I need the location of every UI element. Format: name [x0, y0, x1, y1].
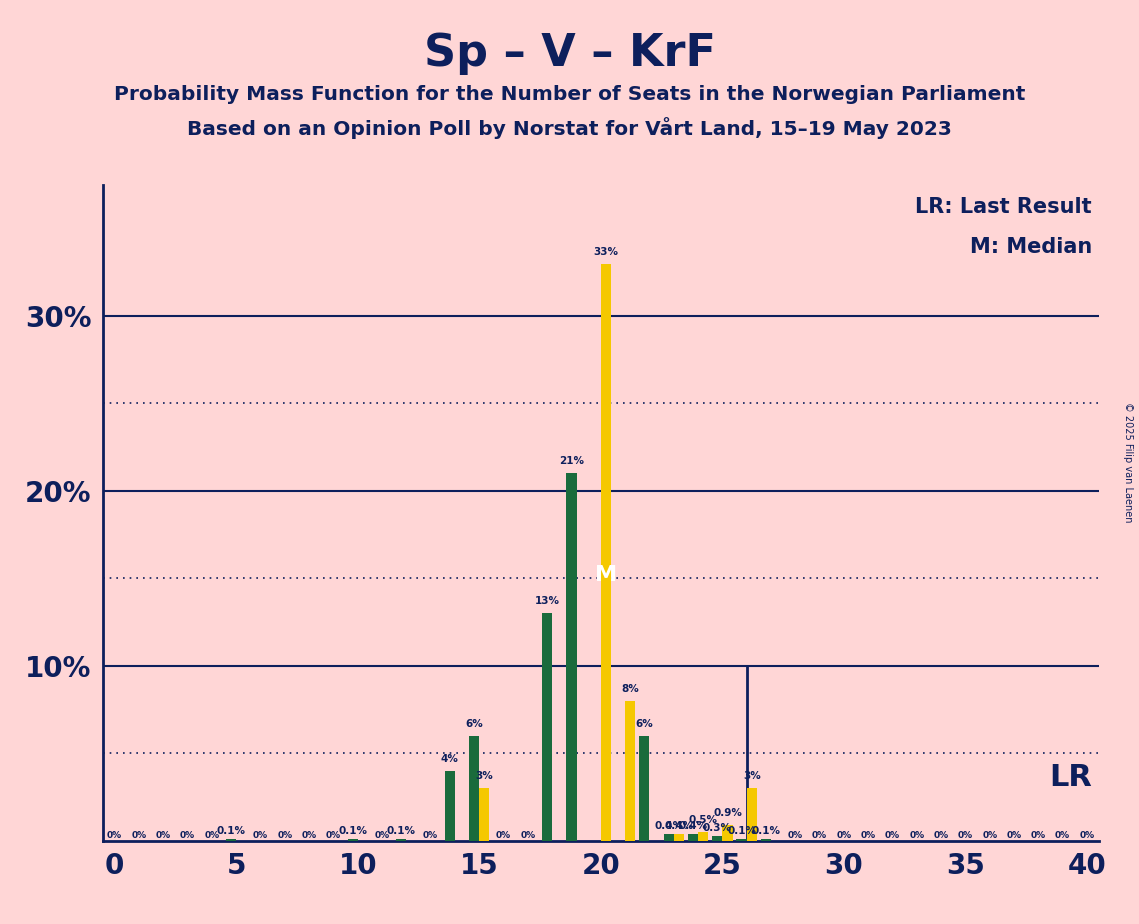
Bar — [722, 825, 732, 841]
Text: 0%: 0% — [885, 831, 900, 840]
Text: 0%: 0% — [156, 831, 171, 840]
Text: 8%: 8% — [622, 684, 639, 694]
Bar — [444, 771, 454, 841]
Text: 0%: 0% — [204, 831, 220, 840]
Text: LR: Last Result: LR: Last Result — [916, 197, 1092, 217]
Text: 0%: 0% — [180, 831, 195, 840]
Text: 3%: 3% — [743, 772, 761, 782]
Bar — [698, 833, 708, 841]
Bar — [396, 839, 407, 841]
Text: 0.1%: 0.1% — [727, 826, 756, 836]
Bar — [737, 839, 747, 841]
Bar — [542, 614, 552, 841]
Text: 13%: 13% — [534, 596, 559, 606]
Text: 0%: 0% — [107, 831, 122, 840]
Text: 3%: 3% — [475, 772, 493, 782]
Text: 0.4%: 0.4% — [654, 821, 683, 832]
Bar — [347, 839, 358, 841]
Text: 0%: 0% — [982, 831, 998, 840]
Bar — [566, 473, 576, 841]
Text: M: Median: M: Median — [969, 237, 1092, 257]
Text: 0%: 0% — [1007, 831, 1022, 840]
Text: 0.1%: 0.1% — [387, 826, 416, 836]
Text: 0%: 0% — [934, 831, 949, 840]
Text: 0%: 0% — [521, 831, 535, 840]
Text: 0%: 0% — [861, 831, 876, 840]
Bar — [625, 701, 636, 841]
Text: 0.1%: 0.1% — [216, 826, 246, 836]
Text: 0.3%: 0.3% — [703, 823, 731, 833]
Text: 0%: 0% — [131, 831, 147, 840]
Text: 0%: 0% — [1055, 831, 1071, 840]
Text: 0%: 0% — [1080, 831, 1095, 840]
Bar — [226, 839, 236, 841]
Bar — [469, 736, 480, 841]
Text: 0%: 0% — [909, 831, 925, 840]
Text: 0.4%: 0.4% — [664, 821, 694, 832]
Bar — [688, 833, 698, 841]
Bar — [664, 833, 674, 841]
Text: LR: LR — [1049, 763, 1092, 793]
Text: 0%: 0% — [788, 831, 803, 840]
Text: 0%: 0% — [326, 831, 341, 840]
Text: Based on an Opinion Poll by Norstat for Vårt Land, 15–19 May 2023: Based on an Opinion Poll by Norstat for … — [187, 117, 952, 140]
Bar — [712, 835, 722, 841]
Text: 0.9%: 0.9% — [713, 808, 741, 818]
Text: 0%: 0% — [277, 831, 293, 840]
Text: © 2025 Filip van Laenen: © 2025 Filip van Laenen — [1123, 402, 1132, 522]
Bar — [747, 788, 757, 841]
Bar — [674, 833, 683, 841]
Bar — [639, 736, 649, 841]
Text: 0%: 0% — [302, 831, 317, 840]
Text: Sp – V – KrF: Sp – V – KrF — [424, 32, 715, 76]
Text: 6%: 6% — [466, 719, 483, 729]
Text: 6%: 6% — [636, 719, 653, 729]
Text: 4%: 4% — [441, 754, 459, 764]
Text: 0.1%: 0.1% — [338, 826, 367, 836]
Text: M: M — [595, 565, 617, 585]
Text: 0%: 0% — [958, 831, 973, 840]
Text: 0%: 0% — [836, 831, 852, 840]
Text: 0.1%: 0.1% — [752, 826, 780, 836]
Bar — [480, 788, 490, 841]
Text: 0%: 0% — [495, 831, 511, 840]
Text: 33%: 33% — [593, 247, 618, 257]
Text: 0%: 0% — [1031, 831, 1046, 840]
Bar — [761, 839, 771, 841]
Bar — [601, 263, 611, 841]
Text: Probability Mass Function for the Number of Seats in the Norwegian Parliament: Probability Mass Function for the Number… — [114, 85, 1025, 104]
Text: 0%: 0% — [812, 831, 827, 840]
Text: 0.4%: 0.4% — [679, 821, 707, 832]
Text: 0.5%: 0.5% — [689, 815, 718, 825]
Text: 0%: 0% — [423, 831, 439, 840]
Text: 0%: 0% — [253, 831, 268, 840]
Text: 0%: 0% — [375, 831, 390, 840]
Text: 21%: 21% — [559, 456, 584, 467]
